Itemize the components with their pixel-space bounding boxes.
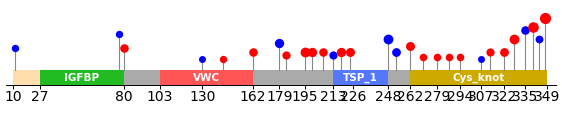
Text: VWC: VWC (193, 73, 220, 83)
Point (541, 17, 550, 19)
Point (509, 38, 518, 40)
Bar (40, 70, 124, 85)
Point (308, 51, 317, 53)
Point (119, 47, 128, 49)
Point (500, 51, 509, 53)
Point (418, 56, 427, 59)
Point (218, 58, 227, 60)
Point (383, 38, 392, 40)
Point (445, 56, 454, 59)
Point (477, 58, 486, 60)
Bar (160, 70, 253, 85)
Point (534, 38, 543, 40)
Point (198, 58, 207, 60)
Point (391, 51, 400, 53)
Point (328, 54, 337, 56)
Point (432, 56, 441, 59)
Point (346, 51, 355, 53)
Point (486, 51, 495, 53)
Text: TSP_1: TSP_1 (343, 72, 378, 83)
Point (456, 56, 465, 59)
Bar (13, 70, 40, 85)
Point (248, 51, 257, 53)
Text: Cys_knot: Cys_knot (452, 72, 505, 83)
Bar (333, 70, 388, 85)
Point (11, 47, 20, 49)
Bar (13, 70, 547, 85)
Bar (410, 70, 547, 85)
Point (275, 42, 284, 44)
Point (281, 54, 290, 56)
Point (115, 33, 124, 35)
Point (336, 51, 345, 53)
Point (300, 51, 309, 53)
Text: IGFBP: IGFBP (65, 73, 99, 83)
Point (406, 44, 415, 47)
Point (319, 51, 328, 53)
Point (520, 29, 529, 31)
Point (528, 26, 537, 28)
